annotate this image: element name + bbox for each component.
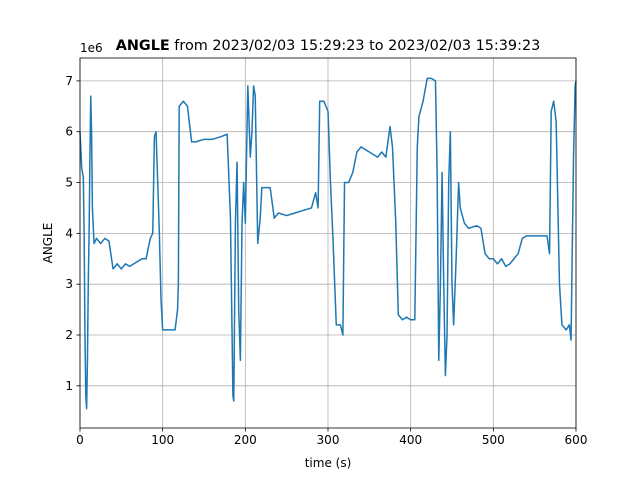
y-tick-label: 7 bbox=[65, 74, 73, 88]
x-tick-label: 100 bbox=[151, 433, 174, 447]
x-tick-label: 200 bbox=[234, 433, 257, 447]
x-tick-label: 500 bbox=[482, 433, 505, 447]
chart-title: ANGLE from 2023/02/03 15:29:23 to 2023/0… bbox=[116, 38, 541, 54]
y-tick-label: 2 bbox=[65, 328, 73, 342]
y-tick-label: 3 bbox=[65, 277, 73, 291]
data-line bbox=[79, 77, 577, 410]
axes-frame bbox=[79, 57, 577, 429]
x-axis-label: time (s) bbox=[305, 456, 352, 470]
x-tick-label: 0 bbox=[76, 433, 84, 447]
y-tick-label: 5 bbox=[65, 176, 73, 190]
x-tick-label: 400 bbox=[399, 433, 422, 447]
x-tick-label: 600 bbox=[565, 433, 588, 447]
title-variable: ANGLE bbox=[116, 38, 170, 54]
y-tick-label: 6 bbox=[65, 125, 73, 139]
y-tick-label: 4 bbox=[65, 226, 73, 240]
y-offset-label: 1e6 bbox=[80, 41, 103, 55]
x-tick-label: 300 bbox=[317, 433, 340, 447]
title-text: from 2023/02/03 15:29:23 to 2023/02/03 1… bbox=[174, 38, 540, 54]
y-axis-label: ANGLE bbox=[41, 223, 55, 264]
y-tick-label: 1 bbox=[65, 379, 73, 393]
